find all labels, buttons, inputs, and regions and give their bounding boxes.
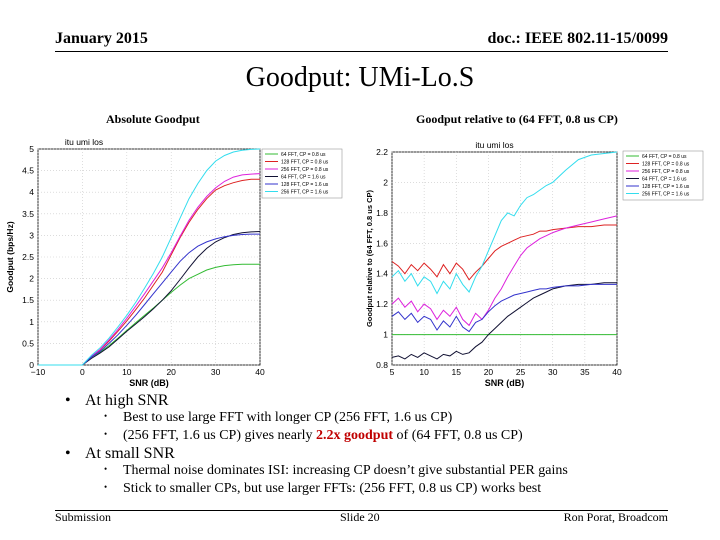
x-tick-label: 25 bbox=[516, 367, 526, 377]
x-tick-label: −10 bbox=[31, 367, 46, 377]
y-tick-label: 4.5 bbox=[22, 166, 34, 176]
sub-bullet-text: Stick to smaller CPs, but use larger FFT… bbox=[123, 481, 542, 496]
chart-title: itu umi los bbox=[65, 137, 103, 147]
y-tick-label: 5 bbox=[29, 144, 34, 154]
chart-title: itu umi los bbox=[475, 140, 513, 150]
y-axis-label: Goodput (bps/Hz) bbox=[5, 221, 15, 292]
x-tick-label: 5 bbox=[390, 367, 395, 377]
y-tick-label: 0.5 bbox=[22, 338, 34, 348]
y-axis-label: Goodput relative to (64 FFT, 0.8 us CP) bbox=[365, 189, 374, 327]
slide-title: Goodput: UMi-Lo.S bbox=[245, 62, 475, 93]
sub-bullet-text: Thermal noise dominates ISI: increasing … bbox=[123, 463, 568, 478]
series-line bbox=[391, 215, 618, 327]
legend-entry: 128 FFT, CP = 1.6 us bbox=[281, 182, 329, 188]
highlight-goodput: 2.2x goodput bbox=[316, 428, 394, 443]
y-tick-label: 1.6 bbox=[376, 238, 388, 248]
sub-bullet: • Stick to smaller CPs, but use larger FF… bbox=[104, 481, 542, 496]
x-tick-label: 35 bbox=[580, 367, 590, 377]
series-line bbox=[391, 151, 618, 295]
series-line bbox=[38, 173, 261, 366]
x-tick-label: 30 bbox=[211, 367, 221, 377]
series-line bbox=[391, 282, 617, 360]
legend-entry: 128 FFT, CP = 0.8 us bbox=[281, 160, 329, 166]
plot-area bbox=[391, 151, 618, 366]
series-line bbox=[38, 233, 260, 366]
y-tick-label: 1.2 bbox=[376, 299, 388, 309]
legend-entry: 64 FFT, CP = 0.8 us bbox=[642, 154, 687, 160]
series-line bbox=[391, 283, 617, 333]
bullet-dot: • bbox=[65, 445, 71, 462]
bullet-text: At small SNR bbox=[85, 445, 175, 462]
relative-goodput-chart: 5 10 15 20 25 30 35 40 0.8 1 1.2 1.4 1.6 1.8 2 2.2 itu u… bbox=[365, 140, 704, 388]
legend-box bbox=[622, 150, 704, 201]
bullet-high-snr: • At high SNR bbox=[65, 392, 169, 410]
footer-slide-number: Slide 20 bbox=[340, 510, 380, 524]
sub-bullet-text: of (64 FFT, 0.8 us CP) bbox=[393, 428, 523, 443]
legend-entry: 256 FFT, CP = 0.8 us bbox=[642, 169, 690, 175]
legend-entry: 256 FFT, CP = 1.6 us bbox=[642, 192, 690, 198]
series-line bbox=[391, 224, 617, 281]
header-date: January 2015 bbox=[55, 30, 148, 47]
x-axis-label: SNR (dB) bbox=[129, 378, 169, 388]
y-tick-label: 1.5 bbox=[22, 295, 34, 305]
bullet-small-snr: • At small SNR bbox=[65, 445, 175, 463]
y-tick-label: 0.8 bbox=[376, 360, 388, 370]
footer-author: Ron Porat, Broadcom bbox=[563, 510, 668, 524]
bullet-dot: • bbox=[65, 392, 71, 409]
x-tick-label: 20 bbox=[484, 367, 494, 377]
y-tick-label: 3 bbox=[29, 230, 34, 240]
legend-entry: 64 FFT, CP = 0.8 us bbox=[281, 152, 326, 158]
series-line bbox=[38, 148, 261, 366]
sub-bullet-text: (256 FFT, 1.6 us CP) gives nearly bbox=[123, 428, 317, 443]
legend-entry: 256 FFT, CP = 0.8 us bbox=[281, 167, 329, 173]
y-tick-label: 1 bbox=[383, 330, 388, 340]
y-tick-label: 4 bbox=[29, 187, 34, 197]
header-doc-number: doc.: IEEE 802.11-15/0099 bbox=[487, 30, 668, 47]
x-tick-label: 40 bbox=[255, 367, 265, 377]
x-tick-label: 40 bbox=[612, 367, 622, 377]
legend-entry: 64 FFT, CP = 1.6 us bbox=[281, 175, 326, 181]
y-tick-label: 1 bbox=[29, 317, 34, 327]
y-tick-label: 2 bbox=[383, 177, 388, 187]
y-tick-label: 0 bbox=[29, 360, 34, 370]
footer-divider bbox=[55, 510, 668, 511]
y-tick-label: 1.8 bbox=[376, 208, 388, 218]
bullet-text: At high SNR bbox=[85, 392, 169, 409]
x-tick-label: 15 bbox=[452, 367, 462, 377]
sub-bullet: • (256 FFT, 1.6 us CP) gives nearly 2.2x … bbox=[104, 428, 523, 443]
footer-submission: Submission bbox=[55, 510, 112, 524]
legend-box bbox=[261, 148, 343, 199]
x-tick-label: 10 bbox=[419, 367, 429, 377]
y-tick-label: 1.4 bbox=[376, 269, 388, 279]
y-tick-label: 2.2 bbox=[376, 147, 388, 157]
sub-bullet-text: Best to use large FFT with longer CP (25… bbox=[123, 410, 453, 425]
header-divider bbox=[55, 51, 668, 52]
sub-bullet: • Thermal noise dominates ISI: increasing… bbox=[104, 463, 568, 478]
legend-entry: 128 FFT, CP = 1.6 us bbox=[642, 184, 690, 190]
y-tick-label: 3.5 bbox=[22, 209, 34, 219]
x-tick-label: 0 bbox=[80, 367, 85, 377]
legend-entry: 128 FFT, CP = 0.8 us bbox=[642, 162, 690, 168]
x-axis-label: SNR (dB) bbox=[485, 378, 525, 388]
legend-entry: 256 FFT, CP = 1.6 us bbox=[281, 190, 329, 196]
legend-entry: 64 FFT, CP = 1.6 us bbox=[642, 177, 687, 183]
chart-caption-absolute: Absolute Goodput bbox=[106, 112, 200, 126]
x-tick-label: 20 bbox=[166, 367, 176, 377]
y-tick-label: 2 bbox=[29, 274, 34, 284]
sub-bullet: • Best to use large FFT with longer CP (2… bbox=[104, 410, 453, 425]
x-tick-label: 10 bbox=[122, 367, 132, 377]
y-tick-label: 2.5 bbox=[22, 252, 34, 262]
x-tick-label: 30 bbox=[548, 367, 558, 377]
chart-caption-relative: Goodput relative to (64 FFT, 0.8 us CP) bbox=[416, 112, 618, 126]
